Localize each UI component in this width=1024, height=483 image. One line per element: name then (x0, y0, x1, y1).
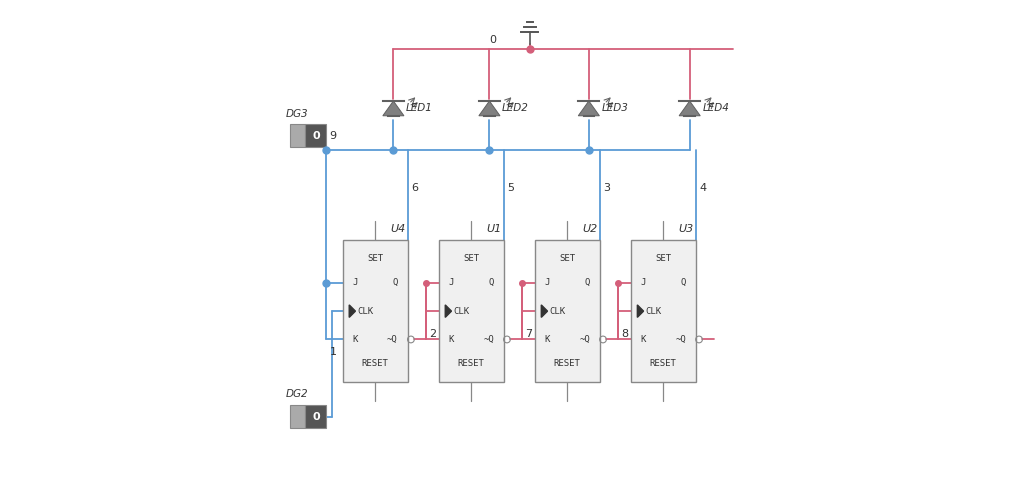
Text: 3: 3 (603, 184, 610, 194)
Text: CLK: CLK (645, 307, 662, 315)
Text: LED4: LED4 (702, 103, 729, 114)
Text: CLK: CLK (549, 307, 565, 315)
Bar (343, 241, 408, 382)
Text: J: J (641, 278, 646, 287)
Text: SET: SET (463, 254, 479, 263)
Text: 0: 0 (312, 131, 319, 141)
Text: ~Q: ~Q (483, 335, 494, 344)
Text: Q: Q (585, 278, 590, 287)
Text: 9: 9 (330, 131, 337, 141)
Text: 6: 6 (412, 184, 419, 194)
Text: RESET: RESET (650, 359, 677, 368)
Bar (290, 405, 305, 428)
Polygon shape (542, 305, 548, 317)
Text: K: K (641, 335, 646, 344)
Polygon shape (579, 101, 599, 116)
Text: 2: 2 (429, 329, 436, 339)
Text: Q: Q (488, 278, 494, 287)
Bar (290, 124, 305, 147)
Text: 0: 0 (489, 35, 497, 44)
Text: K: K (352, 335, 357, 344)
Polygon shape (383, 101, 403, 116)
Text: SET: SET (559, 254, 575, 263)
Text: DG2: DG2 (286, 389, 308, 399)
Text: RESET: RESET (554, 359, 581, 368)
Polygon shape (349, 305, 355, 317)
Text: LED3: LED3 (601, 103, 629, 114)
Bar (631, 241, 695, 382)
Text: CLK: CLK (357, 307, 373, 315)
Text: U3: U3 (678, 224, 693, 234)
Text: DG3: DG3 (286, 109, 308, 118)
Bar (438, 241, 504, 382)
Polygon shape (479, 101, 500, 116)
Text: 7: 7 (525, 329, 532, 339)
Text: 5: 5 (508, 184, 514, 194)
Text: Q: Q (392, 278, 398, 287)
Bar (535, 241, 600, 382)
Text: ~Q: ~Q (387, 335, 398, 344)
Bar (305, 405, 327, 428)
Text: ~Q: ~Q (580, 335, 590, 344)
Text: J: J (352, 278, 357, 287)
Text: CLK: CLK (453, 307, 469, 315)
Polygon shape (679, 101, 700, 116)
Text: 1: 1 (330, 347, 337, 357)
Text: 0: 0 (312, 412, 319, 422)
Polygon shape (445, 305, 452, 317)
Text: K: K (545, 335, 550, 344)
Text: 4: 4 (699, 184, 707, 194)
Text: LED1: LED1 (407, 103, 433, 114)
Text: J: J (449, 278, 454, 287)
Bar (305, 124, 327, 147)
Text: K: K (449, 335, 454, 344)
Text: SET: SET (655, 254, 672, 263)
Text: ~Q: ~Q (675, 335, 686, 344)
Text: U2: U2 (583, 224, 598, 234)
Text: SET: SET (367, 254, 383, 263)
Text: 8: 8 (622, 329, 629, 339)
Text: LED2: LED2 (502, 103, 529, 114)
Text: U4: U4 (390, 224, 406, 234)
Polygon shape (637, 305, 643, 317)
Text: J: J (545, 278, 550, 287)
Text: U1: U1 (486, 224, 502, 234)
Text: RESET: RESET (458, 359, 484, 368)
Text: RESET: RESET (361, 359, 388, 368)
Text: Q: Q (681, 278, 686, 287)
